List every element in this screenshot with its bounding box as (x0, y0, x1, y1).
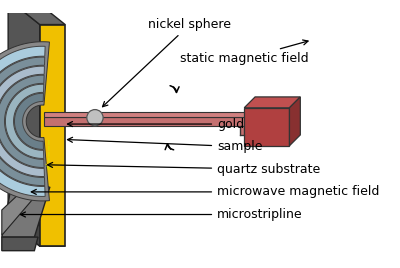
Text: gold: gold (68, 118, 244, 131)
Polygon shape (0, 66, 44, 177)
Polygon shape (14, 93, 44, 149)
Polygon shape (8, 221, 65, 246)
Polygon shape (2, 169, 45, 235)
Text: microwave magnetic field: microwave magnetic field (31, 185, 380, 198)
Polygon shape (244, 97, 300, 108)
Polygon shape (0, 46, 45, 196)
Polygon shape (8, 0, 65, 25)
Bar (44, 117, 258, 126)
Circle shape (87, 110, 103, 126)
Polygon shape (2, 174, 50, 237)
Polygon shape (2, 237, 38, 251)
Text: nickel sphere: nickel sphere (102, 18, 232, 107)
Polygon shape (8, 0, 40, 246)
Bar (40, 25, 65, 246)
Polygon shape (290, 97, 300, 146)
Text: quartz substrate: quartz substrate (48, 162, 320, 176)
Polygon shape (44, 112, 258, 117)
Text: static magnetic field: static magnetic field (180, 40, 308, 65)
Polygon shape (0, 42, 50, 201)
Bar (240, 126, 244, 135)
Bar (244, 108, 290, 146)
Text: microstripline: microstripline (20, 208, 303, 221)
Text: sample: sample (68, 137, 262, 153)
Polygon shape (6, 84, 44, 158)
Polygon shape (0, 75, 44, 168)
Polygon shape (0, 57, 45, 185)
